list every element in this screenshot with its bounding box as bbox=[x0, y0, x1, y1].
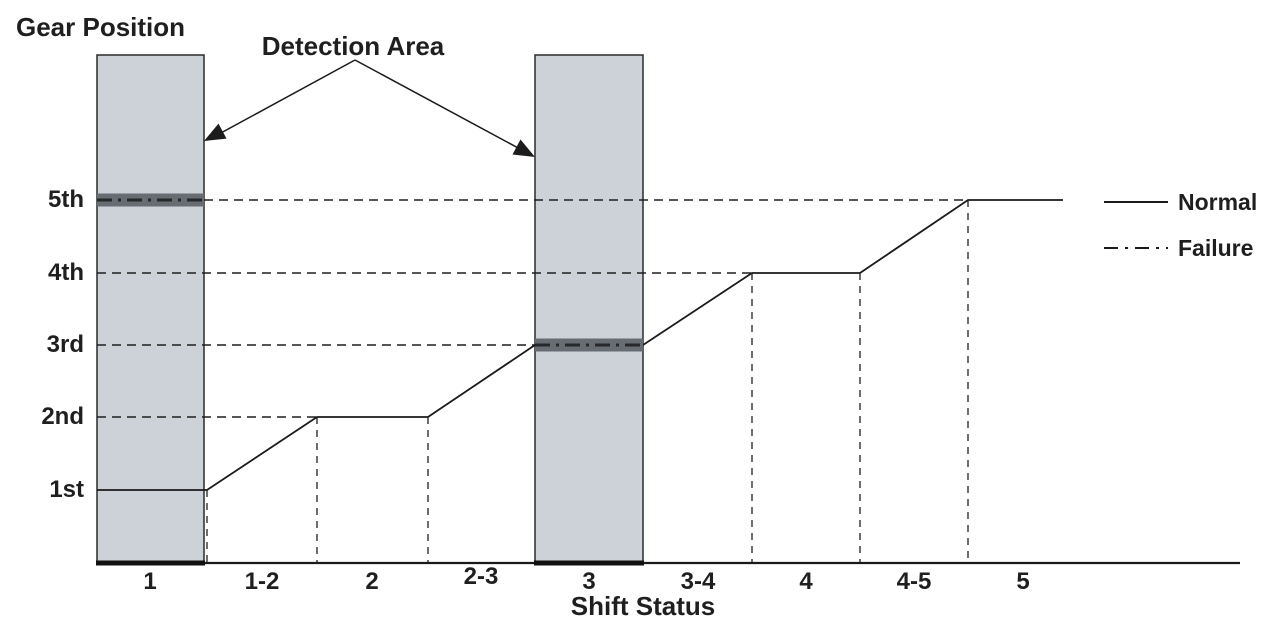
detection-band-shift-3 bbox=[534, 54, 644, 564]
x-axis-title: Shift Status bbox=[570, 591, 716, 621]
y-tick-2nd: 2nd bbox=[41, 403, 84, 430]
arrowhead-right-icon bbox=[512, 139, 535, 157]
y-tick-5th: 5th bbox=[48, 186, 84, 213]
arrowhead-left-icon bbox=[204, 123, 227, 141]
y-tick-1st: 1st bbox=[49, 476, 84, 503]
x-tick-4-5: 4-5 bbox=[896, 568, 932, 595]
x-tick-1: 1 bbox=[143, 568, 157, 595]
x-tick-3-4: 3-4 bbox=[680, 568, 716, 595]
x-tick-4: 4 bbox=[799, 568, 813, 595]
x-tick-5: 5 bbox=[1016, 568, 1030, 595]
legend-label-normal: Normal bbox=[1178, 189, 1258, 215]
x-tick-1-2: 1-2 bbox=[244, 568, 280, 595]
x-tick-3: 3 bbox=[582, 568, 596, 595]
detection-band-shift-1 bbox=[96, 54, 205, 564]
y-tick-3rd: 3rd bbox=[46, 331, 84, 358]
x-tick-2-3: 2-3 bbox=[463, 563, 499, 590]
y-tick-4th: 4th bbox=[48, 259, 84, 286]
arrow-line-left bbox=[207, 59, 356, 141]
legend-label-failure: Failure bbox=[1178, 235, 1254, 261]
x-tick-2: 2 bbox=[365, 568, 379, 595]
detection-area-label: Detection Area bbox=[261, 31, 445, 61]
arrow-line-right bbox=[354, 59, 534, 157]
y-axis-title: Gear Position bbox=[16, 12, 186, 42]
